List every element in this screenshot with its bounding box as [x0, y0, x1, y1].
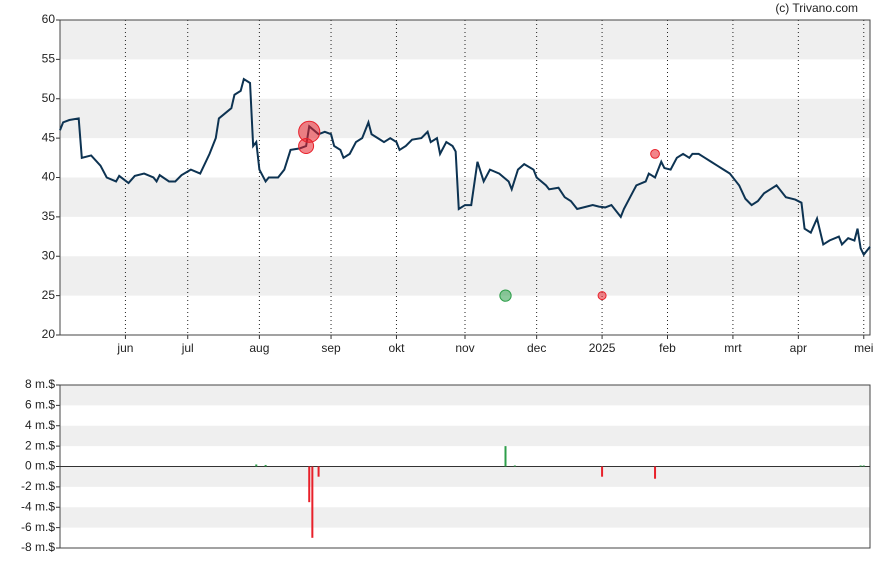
trade-bubble [499, 289, 512, 302]
bar [601, 466, 604, 477]
x-tick-label: 2025 [589, 341, 616, 355]
trade-bubble [650, 148, 660, 159]
y-tick-label: 8 m.$ [25, 377, 55, 391]
y-tick-label: 45 [42, 130, 56, 144]
grid-band [60, 385, 870, 406]
bar [859, 465, 862, 467]
y-tick-label: -2 m.$ [21, 479, 55, 493]
x-tick-label: okt [388, 341, 405, 355]
y-tick-label: -8 m.$ [21, 540, 55, 554]
trade-bubble [298, 138, 315, 154]
grid-band [60, 507, 870, 528]
trade-bubble [597, 291, 607, 301]
plot-frame [59, 19, 871, 336]
x-tick-label: mei [854, 341, 873, 355]
bar [317, 466, 320, 477]
y-tick-label: 0 m.$ [25, 459, 55, 473]
x-tick-label: sep [321, 341, 341, 355]
y-tick-label: 50 [42, 91, 56, 105]
bar [255, 464, 258, 467]
source: (c) Trivano.com [775, 1, 858, 15]
y-tick-label: 6 m.$ [25, 398, 55, 412]
bar [264, 464, 267, 467]
grid-band [60, 466, 870, 487]
y-tick-label: 25 [42, 288, 56, 302]
x-tick-label: jun [116, 341, 133, 355]
x-tick-label: nov [455, 341, 474, 355]
x-tick-label: mrt [724, 341, 742, 355]
grid-band [60, 20, 870, 60]
grid-band [60, 256, 870, 296]
bar [504, 446, 507, 467]
y-tick-label: -4 m.$ [21, 499, 55, 513]
y-tick-label: 55 [42, 52, 56, 66]
bar [654, 466, 657, 479]
y-tick-label: 35 [42, 209, 56, 223]
y-tick-label: 4 m.$ [25, 418, 55, 432]
y-tick-label: 60 [42, 12, 56, 26]
y-tick-label: -6 m.$ [21, 520, 55, 534]
x-tick-label: jul [181, 341, 194, 355]
x-tick-label: aug [249, 341, 269, 355]
bar [308, 466, 311, 503]
bar [513, 465, 516, 467]
y-tick-label: 2 m.$ [25, 438, 55, 452]
y-tick-label: 20 [42, 327, 56, 341]
y-tick-label: 40 [42, 170, 56, 184]
grid-band [60, 177, 870, 217]
x-tick-label: dec [527, 341, 546, 355]
grid-band [60, 425, 870, 447]
x-tick-label: feb [659, 341, 676, 355]
bar [311, 466, 314, 538]
bar [862, 465, 865, 467]
price-line [59, 77, 871, 257]
y-tick-label: 30 [42, 248, 56, 262]
grid-band [60, 98, 870, 139]
x-tick-label: apr [790, 341, 807, 355]
